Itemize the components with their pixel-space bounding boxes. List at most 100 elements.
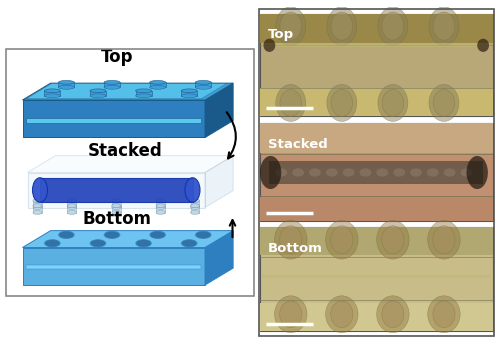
Ellipse shape xyxy=(190,206,200,209)
Polygon shape xyxy=(190,201,200,207)
Ellipse shape xyxy=(33,204,42,208)
Ellipse shape xyxy=(190,199,200,203)
Polygon shape xyxy=(22,247,205,285)
Bar xyxy=(260,197,492,220)
Polygon shape xyxy=(28,156,233,172)
Ellipse shape xyxy=(90,94,106,98)
Ellipse shape xyxy=(330,301,353,328)
Bar xyxy=(272,167,481,181)
Polygon shape xyxy=(205,83,233,138)
Polygon shape xyxy=(26,118,201,123)
Ellipse shape xyxy=(181,239,198,247)
Ellipse shape xyxy=(68,199,76,203)
Ellipse shape xyxy=(112,204,121,208)
Polygon shape xyxy=(205,156,233,207)
Polygon shape xyxy=(190,206,200,213)
Ellipse shape xyxy=(136,94,152,98)
Ellipse shape xyxy=(276,168,287,177)
Ellipse shape xyxy=(444,168,456,177)
Ellipse shape xyxy=(58,80,74,84)
Ellipse shape xyxy=(433,301,455,328)
Polygon shape xyxy=(40,178,192,202)
Polygon shape xyxy=(150,82,166,87)
Ellipse shape xyxy=(342,168,354,177)
Polygon shape xyxy=(33,201,42,207)
Ellipse shape xyxy=(68,204,76,208)
Ellipse shape xyxy=(196,231,211,238)
Bar xyxy=(260,227,492,255)
Ellipse shape xyxy=(280,226,302,254)
Ellipse shape xyxy=(68,206,76,209)
Ellipse shape xyxy=(195,231,212,239)
Text: Top: Top xyxy=(101,49,134,67)
Ellipse shape xyxy=(330,226,353,254)
Ellipse shape xyxy=(58,86,74,89)
Ellipse shape xyxy=(104,86,120,89)
Bar xyxy=(260,88,492,116)
Ellipse shape xyxy=(90,240,106,247)
Ellipse shape xyxy=(33,210,42,215)
Ellipse shape xyxy=(331,90,352,116)
Ellipse shape xyxy=(427,168,439,177)
Bar xyxy=(260,123,492,220)
Polygon shape xyxy=(22,83,233,100)
Ellipse shape xyxy=(33,199,42,203)
Ellipse shape xyxy=(429,85,459,121)
Polygon shape xyxy=(44,91,60,96)
Ellipse shape xyxy=(90,89,106,93)
Ellipse shape xyxy=(327,85,357,121)
Ellipse shape xyxy=(360,168,372,177)
Ellipse shape xyxy=(45,240,60,247)
Ellipse shape xyxy=(382,226,404,254)
Ellipse shape xyxy=(260,156,281,189)
Text: Bottom: Bottom xyxy=(83,210,152,228)
Bar xyxy=(270,161,483,184)
Ellipse shape xyxy=(309,168,321,177)
Ellipse shape xyxy=(196,86,212,89)
Polygon shape xyxy=(68,206,76,213)
Ellipse shape xyxy=(58,231,74,239)
Ellipse shape xyxy=(136,89,152,93)
Text: Bottom: Bottom xyxy=(268,242,323,255)
Ellipse shape xyxy=(150,231,166,239)
Ellipse shape xyxy=(280,301,302,328)
Ellipse shape xyxy=(181,89,197,93)
Ellipse shape xyxy=(185,178,200,202)
Polygon shape xyxy=(58,82,74,87)
Polygon shape xyxy=(112,206,121,213)
Bar xyxy=(260,123,492,152)
Ellipse shape xyxy=(410,168,422,177)
Polygon shape xyxy=(22,230,233,247)
Ellipse shape xyxy=(382,12,404,40)
Ellipse shape xyxy=(156,210,165,215)
Ellipse shape xyxy=(460,168,472,177)
Ellipse shape xyxy=(433,226,455,254)
Polygon shape xyxy=(136,91,152,96)
Ellipse shape xyxy=(190,204,200,208)
Polygon shape xyxy=(112,201,121,207)
Polygon shape xyxy=(205,230,233,285)
Polygon shape xyxy=(196,82,212,87)
Polygon shape xyxy=(26,83,226,99)
Ellipse shape xyxy=(104,80,120,84)
Text: Stacked: Stacked xyxy=(268,138,328,151)
Polygon shape xyxy=(156,206,165,213)
Ellipse shape xyxy=(326,296,358,333)
Text: Top: Top xyxy=(268,28,294,41)
Polygon shape xyxy=(22,100,205,138)
Polygon shape xyxy=(68,201,76,207)
Ellipse shape xyxy=(433,90,454,116)
Ellipse shape xyxy=(44,89,60,93)
Polygon shape xyxy=(104,82,120,87)
Bar xyxy=(260,13,492,43)
Ellipse shape xyxy=(112,210,121,215)
Ellipse shape xyxy=(190,210,200,215)
Ellipse shape xyxy=(33,206,42,209)
Ellipse shape xyxy=(150,80,166,84)
Ellipse shape xyxy=(276,7,306,46)
Ellipse shape xyxy=(150,231,165,238)
Ellipse shape xyxy=(428,220,460,259)
Ellipse shape xyxy=(292,168,304,177)
Ellipse shape xyxy=(280,90,301,116)
Polygon shape xyxy=(33,206,42,213)
